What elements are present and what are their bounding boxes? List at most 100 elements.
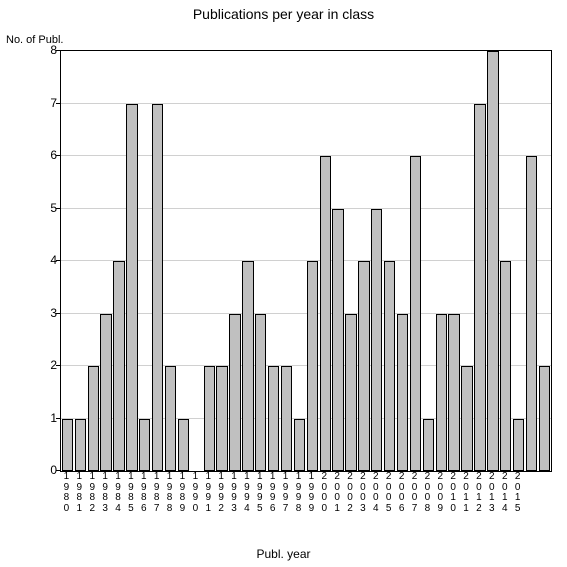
x-tick-slot: 2007 xyxy=(408,472,421,532)
bar xyxy=(320,156,331,471)
bar xyxy=(178,419,189,472)
x-tick-slot: 2010 xyxy=(447,472,460,532)
bar xyxy=(371,209,382,472)
x-tick-slot: 2004 xyxy=(369,472,382,532)
x-tick-slot: 1989 xyxy=(176,472,189,532)
x-axis-label: Publ. year xyxy=(0,547,567,561)
bar xyxy=(397,314,408,472)
x-tick-slot: 1985 xyxy=(124,472,137,532)
x-tick-label: 1988 xyxy=(167,472,173,514)
x-tick-slot xyxy=(537,472,550,532)
x-tick-slot: 1993 xyxy=(228,472,241,532)
x-tick-slot: 1983 xyxy=(99,472,112,532)
x-tick-label: 2001 xyxy=(334,472,340,514)
bar xyxy=(281,366,292,471)
bar-slot xyxy=(125,51,138,471)
x-tick-label: 2007 xyxy=(411,472,417,514)
bar-slot xyxy=(319,51,332,471)
bar-slot xyxy=(190,51,203,471)
bar-slot xyxy=(370,51,383,471)
bar-slot xyxy=(61,51,74,471)
bar-slot xyxy=(241,51,254,471)
x-tick-slot: 1992 xyxy=(215,472,228,532)
bar-slot xyxy=(267,51,280,471)
x-tick-label: 1999 xyxy=(308,472,314,514)
bar xyxy=(461,366,472,471)
bar-slot xyxy=(435,51,448,471)
bar-slot xyxy=(254,51,267,471)
x-tick-label: 2006 xyxy=(399,472,405,514)
bar-slot xyxy=(177,51,190,471)
bar-slot xyxy=(383,51,396,471)
x-tick-slot: 1995 xyxy=(253,472,266,532)
chart-title: Publications per year in class xyxy=(0,6,567,22)
x-tick-label: 1996 xyxy=(270,472,276,514)
x-tick-slot: 1988 xyxy=(163,472,176,532)
x-tick-label: 2008 xyxy=(424,472,430,514)
bar xyxy=(152,104,163,472)
bar-slot xyxy=(113,51,126,471)
bar xyxy=(255,314,266,472)
x-tick-slot: 1996 xyxy=(266,472,279,532)
bar xyxy=(345,314,356,472)
bar-slot xyxy=(448,51,461,471)
x-tick-label: 1984 xyxy=(115,472,121,514)
bar xyxy=(410,156,421,471)
bar-slot xyxy=(87,51,100,471)
bar xyxy=(474,104,485,472)
bar-slot xyxy=(345,51,358,471)
x-tick-slot: 1980 xyxy=(60,472,73,532)
bar-slot xyxy=(151,51,164,471)
bar xyxy=(139,419,150,472)
x-tick-label: 1997 xyxy=(283,472,289,514)
plot-area xyxy=(60,50,552,472)
bar xyxy=(332,209,343,472)
x-tick-label: 2005 xyxy=(386,472,392,514)
x-tick-label: 1998 xyxy=(295,472,301,514)
x-tick-slot: 1998 xyxy=(292,472,305,532)
x-tick-label: 2003 xyxy=(360,472,366,514)
bar xyxy=(242,261,253,471)
x-tick-label: 1991 xyxy=(205,472,211,514)
bar-slot xyxy=(164,51,177,471)
chart-container: Publications per year in class No. of Pu… xyxy=(0,0,567,567)
x-tick-label: 2004 xyxy=(373,472,379,514)
x-tick-slot: 2008 xyxy=(421,472,434,532)
x-tick-slot: 2006 xyxy=(395,472,408,532)
bar-slot xyxy=(396,51,409,471)
bar-slot xyxy=(138,51,151,471)
bar xyxy=(62,419,73,472)
x-tick-label: 1981 xyxy=(76,472,82,514)
bar xyxy=(294,419,305,472)
bar xyxy=(526,156,537,471)
x-tick-slot: 1994 xyxy=(240,472,253,532)
bar-slot xyxy=(293,51,306,471)
bar xyxy=(229,314,240,472)
bar-slot xyxy=(525,51,538,471)
x-tick-slot: 2014 xyxy=(498,472,511,532)
x-tick-slot: 1984 xyxy=(112,472,125,532)
bar-slot xyxy=(306,51,319,471)
x-tick-slot: 2011 xyxy=(460,472,473,532)
bar-slot xyxy=(499,51,512,471)
x-tick-slot: 2002 xyxy=(344,472,357,532)
x-tick-slot: 1981 xyxy=(73,472,86,532)
bar-slot xyxy=(422,51,435,471)
x-tick-slot: 2012 xyxy=(473,472,486,532)
x-tick-label: 2002 xyxy=(347,472,353,514)
x-tick-slot: 1999 xyxy=(305,472,318,532)
x-tick-slot: 1986 xyxy=(137,472,150,532)
x-tick-label: 2012 xyxy=(476,472,482,514)
x-tick-label: 2015 xyxy=(515,472,521,514)
x-tick-label: 1994 xyxy=(244,472,250,514)
x-tick-label: 2013 xyxy=(489,472,495,514)
bar xyxy=(539,366,550,471)
bar xyxy=(487,51,498,471)
x-tick-label: 1993 xyxy=(231,472,237,514)
bar-slot xyxy=(280,51,293,471)
bar-slot xyxy=(357,51,370,471)
x-tick-label: 1986 xyxy=(141,472,147,514)
bar xyxy=(100,314,111,472)
bars xyxy=(61,51,551,471)
bar xyxy=(204,366,215,471)
